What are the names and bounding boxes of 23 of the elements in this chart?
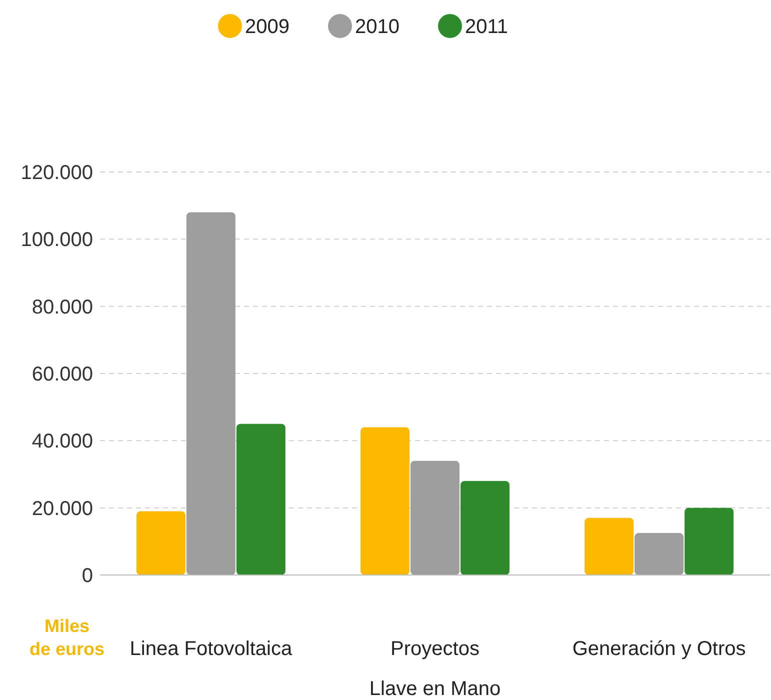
y-tick-label: 80.000 [32,296,93,318]
x-tick-label: Linea Fotovoltaica [130,638,293,660]
y-tick-label: 60.000 [32,364,93,386]
bar [584,518,634,575]
bar [410,460,460,575]
x-tick-label: Generación y Otros [572,638,746,660]
bar [186,212,236,575]
bar [634,533,684,575]
y-tick-label: 100.000 [20,229,93,252]
legend-label: 2010 [355,16,400,38]
y-tick-label: 120.000 [20,162,93,184]
bar [236,424,286,575]
bar [360,427,410,575]
y-tick-label: 0 [82,565,93,587]
bar [460,480,510,575]
legend-label: 2009 [245,16,290,38]
y-tick-label: 20.000 [32,498,93,520]
bar [136,511,186,575]
y-axis-title: Miles de euros [29,616,105,659]
legend-label: 2011 [465,16,508,38]
x-tick-label: Proyectos Llave en Mano [369,638,501,700]
y-tick-label: 40.000 [32,430,93,453]
bar [684,508,734,575]
